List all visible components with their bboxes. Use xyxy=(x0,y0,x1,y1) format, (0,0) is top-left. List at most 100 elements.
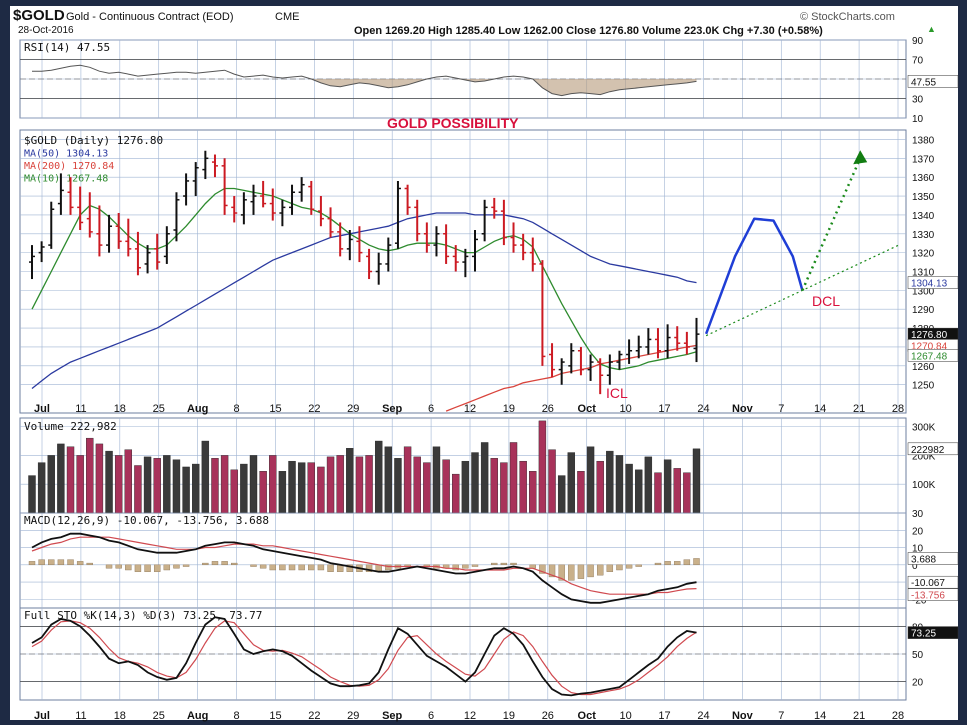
macd-badge-text: -10.067 xyxy=(911,578,945,589)
macd-histogram-bar xyxy=(365,564,373,572)
price-x-tick-label: 10 xyxy=(620,403,632,415)
ohlc-bars xyxy=(29,150,700,395)
price-x-tick-label: 22 xyxy=(308,403,320,415)
price-x-tick-label: 29 xyxy=(347,403,359,415)
volume-bar xyxy=(374,440,383,514)
price-y-tick-label: 1300 xyxy=(912,286,935,297)
ohlc-bar xyxy=(414,199,421,242)
header-ohlc: Open 1269.20 High 1285.40 Low 1262.00 Cl… xyxy=(354,25,823,37)
volume-bar xyxy=(47,455,55,514)
rsi-y-tick-label: 30 xyxy=(912,95,924,106)
rsi-oversold-shading xyxy=(32,79,697,96)
ohlc-bar xyxy=(462,248,469,278)
ohlc-bar xyxy=(231,196,238,223)
price-y-tick-label: 1290 xyxy=(912,305,935,316)
volume-bar xyxy=(134,465,142,514)
annotation-title: GOLD POSSIBILITY xyxy=(387,115,519,131)
rsi-line xyxy=(32,64,697,97)
bottom-x-tick-label: 7 xyxy=(778,710,784,722)
ohlc-bar xyxy=(192,162,199,197)
volume-bar xyxy=(220,455,229,514)
ohlc-bar xyxy=(221,158,228,215)
price-legend: $GOLD (Daily) 1276.80 MA(50) 1304.13MA(20… xyxy=(24,134,163,185)
rsi-badge-text: 47.55 xyxy=(911,77,936,88)
ohlc-bar xyxy=(77,186,84,230)
volume-bar xyxy=(240,463,248,514)
volume-bar xyxy=(509,442,518,514)
volume-badge-text: 222982 xyxy=(911,445,945,456)
price-y-tick-label: 1350 xyxy=(912,192,935,203)
ohlc-bar xyxy=(385,237,392,272)
ohlc-bar xyxy=(433,226,440,257)
macd-histogram-bar xyxy=(577,564,585,579)
badge-ma200-text: 1270.84 xyxy=(911,341,948,352)
ohlc-bar xyxy=(260,180,267,208)
ohlc-bar xyxy=(144,245,151,274)
ohlc-bar xyxy=(491,197,498,219)
bottom-x-tick-label: 28 xyxy=(892,710,904,722)
price-x-tick-label: Oct xyxy=(578,403,597,415)
bottom-x-tick-label: Aug xyxy=(187,710,208,722)
macd-histogram-bar xyxy=(202,562,209,566)
volume-bar xyxy=(683,472,691,514)
volume-bar xyxy=(28,475,36,514)
ohlc-bar xyxy=(279,199,286,227)
chart-header: $GOLD Gold - Continuous Contract (EOD) CME… xyxy=(13,7,936,37)
macd-histogram-bar xyxy=(28,561,36,566)
ohlc-bar xyxy=(452,245,459,272)
macd-histogram-bar xyxy=(635,564,642,567)
ohlc-bar xyxy=(626,339,633,364)
bottom-x-tick-label: Oct xyxy=(578,710,597,722)
macd-histogram-bar xyxy=(279,564,286,571)
bottom-x-tick-label: 6 xyxy=(428,710,434,722)
volume-bar xyxy=(557,475,566,514)
ohlc-bar xyxy=(539,260,546,366)
ohlc-bar xyxy=(289,184,296,215)
ohlc-bar xyxy=(645,328,652,355)
sto-d-line xyxy=(31,620,697,696)
ohlc-bar xyxy=(472,229,478,272)
ohlc-bar xyxy=(86,192,93,238)
macd-histogram-bar xyxy=(683,559,691,566)
macd-line xyxy=(31,532,697,604)
volume-bar xyxy=(577,471,585,514)
price-x-tick-label: Nov xyxy=(732,403,754,415)
price-x-tick-label: 26 xyxy=(542,403,554,415)
macd-signal-badge: -13.756 xyxy=(907,588,959,602)
ohlc-bar xyxy=(134,231,141,276)
volume-bar xyxy=(461,460,470,514)
vol-y-tick-label: 100K xyxy=(912,480,936,491)
macd-histogram-badge-text: 3.688 xyxy=(911,554,936,565)
price-y-tick-label: 1330 xyxy=(912,230,935,241)
volume-bar xyxy=(355,456,364,514)
bottom-x-tick-label: Jul xyxy=(34,710,50,722)
volume-bar xyxy=(317,466,325,514)
volume-bar xyxy=(423,462,431,514)
macd-histogram-bar xyxy=(674,561,681,566)
price-y-tick-label: 1310 xyxy=(912,268,935,279)
ohlc-bar xyxy=(520,233,527,261)
ohlc-bar xyxy=(211,154,218,178)
ohlc-bar xyxy=(394,180,401,249)
ohlc-bar xyxy=(346,229,353,261)
macd-histogram-bar xyxy=(346,564,354,572)
volume-bar xyxy=(346,448,354,514)
projected-rally-path xyxy=(801,157,862,291)
volume-bar xyxy=(201,440,210,514)
volume-bar xyxy=(692,448,701,514)
volume-bar xyxy=(37,462,46,514)
macd-histogram-bar xyxy=(664,561,671,566)
volume-bar xyxy=(86,437,94,514)
volume-bar xyxy=(480,442,489,514)
header-watermark: © StockCharts.com xyxy=(800,11,895,23)
macd-signal-badge-box xyxy=(907,588,959,601)
price-x-tick-label: 6 xyxy=(428,403,434,415)
macd-histogram-bar xyxy=(76,561,84,566)
ohlc-bar xyxy=(337,222,344,257)
volume-bar xyxy=(172,459,181,514)
macd-histogram-bar xyxy=(269,564,276,571)
ohlc-bar xyxy=(664,324,671,359)
macd-histogram-bar xyxy=(491,562,498,566)
volume-bar xyxy=(644,456,653,514)
ma50-line xyxy=(31,212,697,390)
